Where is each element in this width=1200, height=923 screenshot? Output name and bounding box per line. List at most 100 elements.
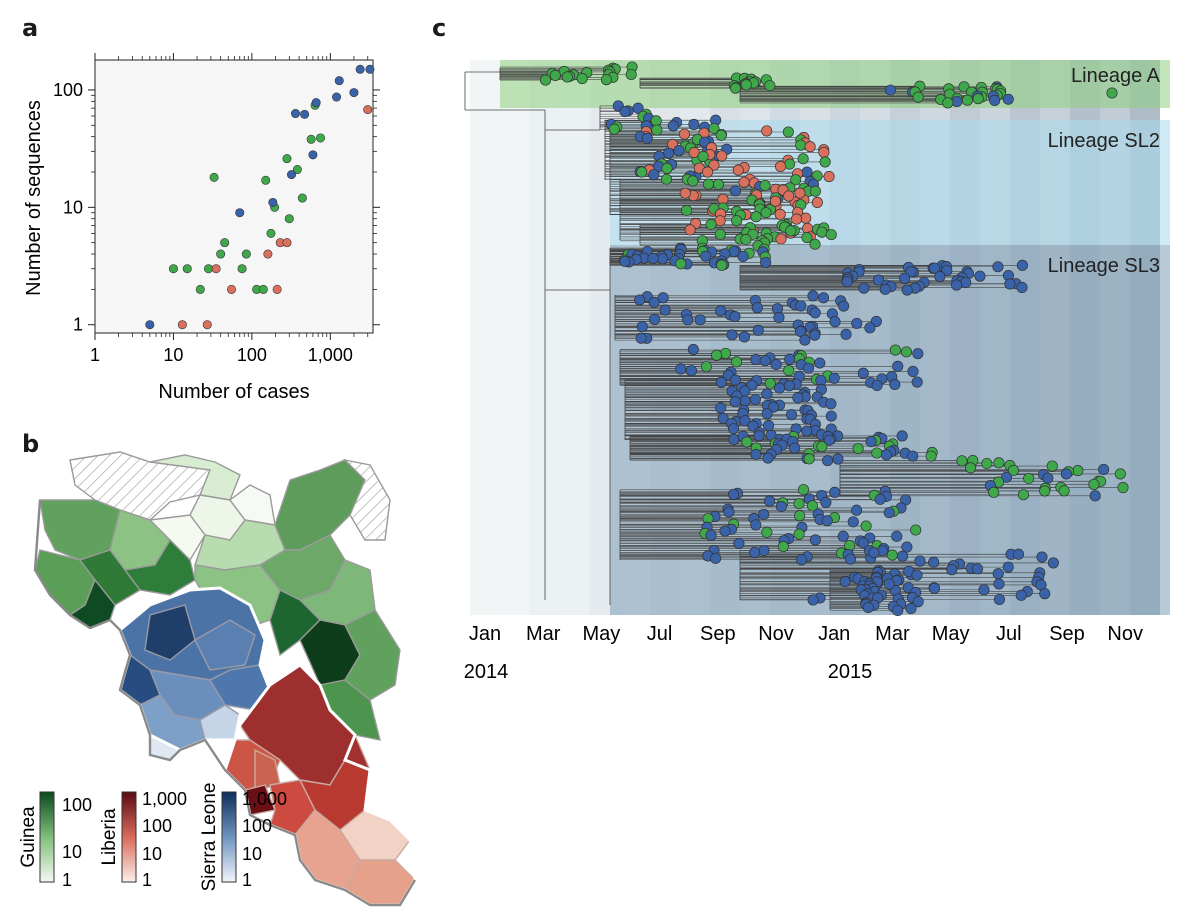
- legend-guinea-tick: 1: [62, 870, 72, 890]
- tip: [844, 553, 856, 565]
- tip: [769, 195, 781, 207]
- tip: [750, 519, 762, 531]
- tip: [872, 274, 885, 286]
- tip: [911, 569, 923, 581]
- legend-liberia-tick: 100: [142, 816, 172, 836]
- tip: [829, 316, 841, 328]
- tip: [801, 231, 813, 244]
- legend-liberia-tick: 1: [142, 870, 152, 890]
- data-point-liberia: [263, 249, 273, 259]
- tip: [539, 74, 552, 86]
- tip: [1012, 548, 1025, 560]
- tip: [794, 510, 806, 522]
- tip: [731, 356, 743, 368]
- tip: [660, 173, 673, 185]
- tip: [820, 496, 832, 509]
- tip: [641, 132, 653, 144]
- tip: [871, 447, 883, 459]
- tip: [1114, 468, 1126, 480]
- tip: [1039, 485, 1051, 497]
- tip: [675, 258, 687, 270]
- tip: [809, 534, 821, 546]
- tip: [981, 457, 993, 470]
- x-tick-label: 1: [90, 345, 100, 365]
- tip: [760, 256, 772, 268]
- phylogeny-tree: Lineage A Lineage SL2 Lineage SL3 Jan Mar…: [464, 60, 1170, 683]
- panel-label-c: c: [432, 14, 447, 42]
- tip: [732, 164, 744, 176]
- tip: [716, 259, 728, 271]
- tip: [684, 224, 696, 236]
- tip: [727, 423, 740, 435]
- data-point-guinea: [204, 264, 214, 274]
- guinea-districts: [34, 451, 401, 741]
- tip: [702, 178, 714, 190]
- tip: [784, 158, 796, 170]
- legend-guinea-tick: 10: [62, 842, 82, 862]
- tip: [942, 97, 954, 109]
- tip: [978, 584, 990, 596]
- tip: [817, 292, 830, 304]
- tip: [928, 556, 940, 568]
- tip: [900, 346, 912, 358]
- data-point-guinea: [216, 249, 226, 259]
- data-point-guinea: [266, 228, 276, 238]
- tip: [795, 300, 807, 312]
- tip: [678, 128, 691, 140]
- tip: [702, 166, 714, 178]
- tip: [1088, 478, 1100, 490]
- tip: [951, 95, 963, 107]
- tip: [971, 563, 984, 575]
- data-point-sierra-leone: [308, 150, 318, 160]
- tip: [819, 156, 831, 168]
- legend-liberia-title: Liberia: [99, 808, 120, 865]
- tip: [723, 506, 735, 518]
- tip: [1058, 485, 1070, 497]
- lineage-sl3-label: Lineage SL3: [1048, 255, 1160, 277]
- tip: [789, 442, 801, 454]
- tip: [871, 379, 883, 392]
- tip: [852, 442, 864, 455]
- tip: [710, 552, 722, 564]
- tip: [1036, 551, 1048, 563]
- tip: [993, 578, 1005, 590]
- legend-guinea-title: Guinea: [18, 806, 39, 868]
- tip: [752, 324, 764, 336]
- y-tick-label: 100: [53, 80, 83, 100]
- tip: [1023, 472, 1035, 484]
- tip: [889, 378, 901, 391]
- tip: [928, 262, 941, 274]
- month-axis: Jan Mar May Jul Sep Nov Jan Mar May Jul Sep Nov: [469, 623, 1143, 645]
- data-point-sierra-leone: [355, 64, 365, 74]
- tip: [814, 357, 826, 369]
- panel-label-a: a: [22, 14, 39, 42]
- tip: [759, 355, 771, 367]
- tip: [1017, 489, 1029, 501]
- tip: [715, 129, 727, 141]
- tip: [860, 520, 872, 532]
- data-point-sierra-leone: [334, 76, 344, 86]
- data-point-sierra-leone: [235, 208, 245, 218]
- y-axis-label: Number of sequences: [23, 100, 45, 296]
- tip: [661, 162, 673, 174]
- tip: [761, 388, 773, 400]
- tip: [892, 360, 904, 372]
- month-label: Mar: [875, 623, 910, 645]
- tip: [806, 500, 819, 512]
- tip: [809, 185, 821, 197]
- tip: [1098, 463, 1110, 475]
- tip: [659, 304, 671, 316]
- tip: [910, 524, 922, 536]
- tip: [716, 150, 728, 162]
- tip: [759, 179, 771, 192]
- tip: [1015, 589, 1027, 601]
- tip: [1072, 465, 1084, 477]
- legend-sierra-leone-tick: 100: [242, 816, 272, 836]
- tip: [679, 187, 691, 199]
- tip: [925, 450, 937, 462]
- tip: [762, 452, 774, 464]
- month-label: Nov: [758, 623, 794, 645]
- month-label: Nov: [1107, 623, 1143, 645]
- tip: [649, 313, 661, 325]
- tip: [809, 307, 821, 319]
